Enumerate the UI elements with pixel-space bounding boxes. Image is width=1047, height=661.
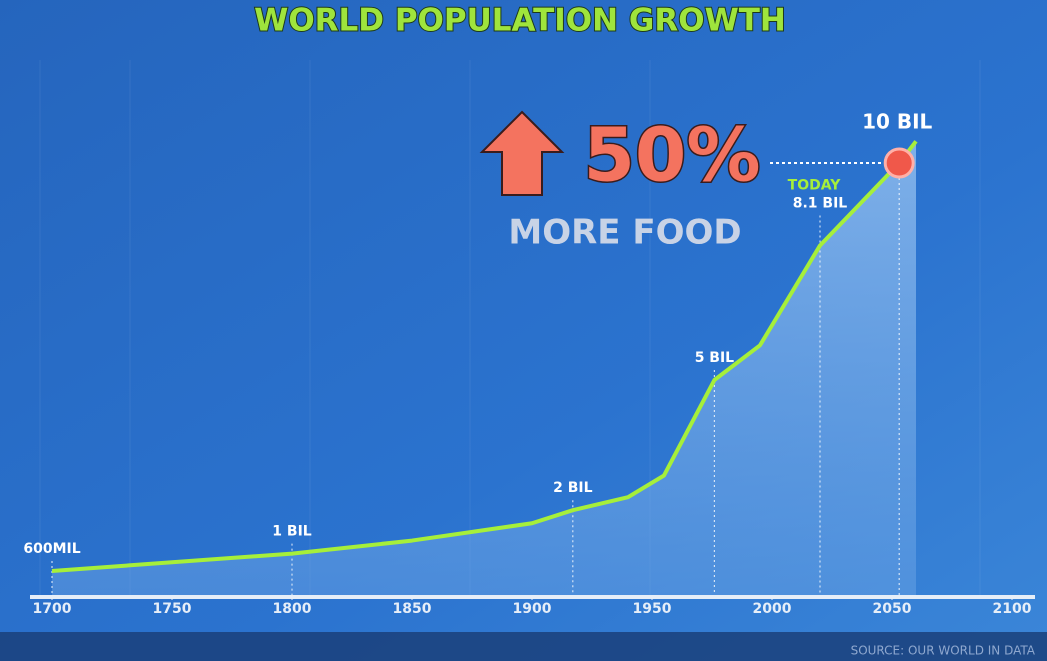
x-tick-label: 2000 [753, 601, 792, 617]
up-arrow [479, 110, 565, 196]
x-tick-label: 1950 [633, 601, 672, 617]
x-tick-label: 1800 [273, 601, 312, 617]
source: SOURCE: OUR WORLD IN DATA [851, 644, 1036, 658]
bottom-strip [0, 632, 1047, 661]
x-tick-label: 2100 [993, 601, 1032, 617]
highlight-point [883, 147, 915, 179]
data-label: 600MIL [23, 541, 80, 557]
x-tick-label: 2050 [873, 601, 912, 617]
data-label: 1 BIL [272, 524, 311, 540]
bg-lines [39, 60, 981, 597]
callout: 50% [583, 113, 760, 199]
data-label: 2 BIL [553, 480, 592, 496]
area [52, 141, 916, 598]
data-label: 8.1 BIL [793, 195, 848, 211]
data-label: 5 BIL [695, 350, 734, 366]
line [51, 140, 918, 573]
x-tick-label: 1900 [513, 601, 552, 617]
data-label: 10 BIL [862, 110, 932, 134]
x-tick-label: 1750 [153, 601, 192, 617]
x-tick-label: 1850 [393, 601, 432, 617]
callout-subtitle: MORE FOOD [508, 213, 741, 253]
today-label: TODAY [788, 177, 842, 193]
x-tick-label: 1700 [33, 601, 72, 617]
chart-title: WORLD POPULATION GROWTH [254, 3, 786, 39]
